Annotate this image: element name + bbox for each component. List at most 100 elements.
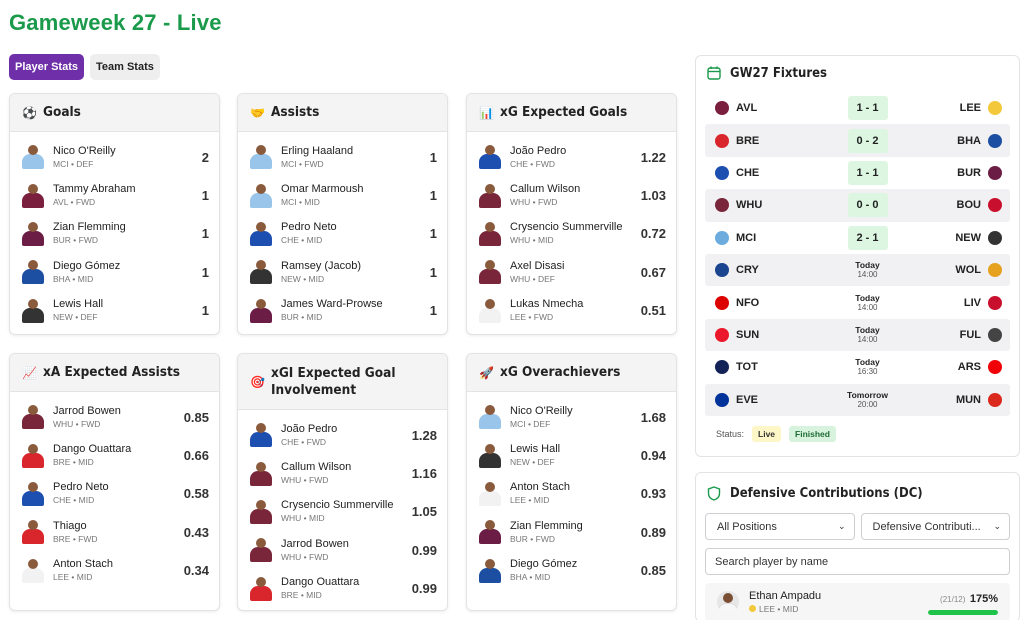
fixture-row[interactable]: TOT Today 16:30 ARS [705,351,1010,383]
rocket-icon: 🚀 [479,365,494,380]
avatar [22,260,44,285]
defensive-contributions-panel: Defensive Contributions (DC) All Positio… [695,472,1020,620]
fixture-row[interactable]: WHU 0 - 0 BOU [705,189,1010,222]
player-name: Callum Wilson [281,461,352,474]
avatar [250,221,272,246]
fixtures-title: GW27 Fixtures [730,65,828,81]
player-row[interactable]: Nico O'Reilly MCI • DEF 2 [10,138,219,176]
metric-select[interactable]: Defensive Contributi... ⌄ [860,513,1010,540]
player-value: 1.05 [411,504,437,520]
avatar [22,405,44,430]
fixture-time: 20:00 [857,399,878,409]
player-row[interactable]: Nico O'Reilly MCI • DEF 1.68 [467,398,676,436]
player-meta: CHE • MID [281,235,323,246]
status-legend: Status: Live Finished [696,416,1019,442]
avatar [22,520,44,545]
avatar [479,520,501,545]
player-name: Jarrod Bowen [53,404,121,417]
player-row[interactable]: Thiago BRE • FWD 0.43 [10,513,219,551]
player-name: João Pedro [281,422,338,435]
player-row[interactable]: Lewis Hall NEW • DEF 1 [10,292,219,330]
player-search-input[interactable]: Search player by name [705,548,1010,575]
home-team: EVE [736,393,759,406]
player-row[interactable]: Callum Wilson WHU • FWD 1.03 [467,176,676,214]
avatar [250,145,272,170]
player-row[interactable]: Callum Wilson WHU • FWD 1.16 [238,454,447,492]
fixtures-panel: GW27 Fixtures AVL 1 - 1 LEE BRE 0 - 2 BHA CHE 1… [695,55,1020,457]
avatar [22,145,44,170]
player-row[interactable]: Zian Flemming BUR • FWD 0.89 [467,513,676,551]
player-row[interactable]: Dango Ouattara BRE • MID 0.99 [238,570,447,608]
player-row[interactable]: Jarrod Bowen WHU • FWD 0.99 [238,531,447,569]
card-title: xG Expected Goals [500,104,628,120]
fixture-row[interactable]: BRE 0 - 2 BHA [705,124,1010,157]
player-meta: NEW • MID [281,273,325,284]
player-meta: NEW • DEF [53,312,98,323]
card-title: xA Expected Assists [43,364,181,380]
avatar [479,260,501,285]
player-value: 0.99 [411,542,437,558]
away-team: BOU [956,199,981,212]
tab-team-stats[interactable]: Team Stats [89,54,160,80]
player-meta: MCI • MID [281,197,320,208]
player-meta: NEW • DEF [510,457,555,468]
player-row[interactable]: Axel Disasi WHU • DEF 0.67 [467,253,676,291]
handshake-icon: 🤝 [250,105,265,120]
player-row[interactable]: Lukas Nmecha LEE • FWD 0.51 [467,292,676,330]
player-name: Pedro Neto [281,221,337,234]
player-value: 2 [201,149,209,165]
card-title: Goals [43,104,81,120]
fixtures-list: AVL 1 - 1 LEE BRE 0 - 2 BHA CHE 1 - 1 BUR WHU 0 - … [696,90,1019,416]
overachievers-card: 🚀 xG Overachievers Nico O'Reilly MCI • DEF 1… [466,353,677,611]
fixture-day: Today [855,357,880,368]
tab-player-stats[interactable]: Player Stats [9,54,84,80]
player-row[interactable]: Crysencio Summerville WHU • MID 0.72 [467,215,676,253]
player-meta: BHA • MID [53,273,94,284]
player-row[interactable]: João Pedro CHE • FWD 1.28 [238,416,447,454]
fixture-row[interactable]: SUN Today 14:00 FUL [705,318,1010,352]
player-value: 1.28 [411,427,437,443]
player-row[interactable]: Crysencio Summerville WHU • MID 1.05 [238,493,447,531]
player-row[interactable]: Diego Gómez BHA • MID 0.85 [467,552,676,590]
player-row[interactable]: Diego Gómez BHA • MID 1 [10,253,219,291]
player-row[interactable]: Pedro Neto CHE • MID 1 [238,215,447,253]
player-row[interactable]: Tammy Abraham AVL • FWD 1 [10,176,219,214]
player-list: Nico O'Reilly MCI • DEF 1.68 Lewis Hall NEW … [467,392,676,590]
player-row[interactable]: Lewis Hall NEW • DEF 0.94 [467,436,676,474]
player-row[interactable]: Pedro Neto CHE • MID 0.58 [10,475,219,513]
away-crest-icon [988,230,1002,245]
fixture-row[interactable]: CHE 1 - 1 BUR [705,157,1010,189]
player-value: 0.85 [640,563,666,579]
player-row[interactable]: Anton Stach LEE • MID 0.93 [467,475,676,513]
player-row[interactable]: James Ward-Prowse BUR • MID 1 [238,292,447,330]
player-row[interactable]: Jarrod Bowen WHU • FWD 0.85 [10,398,219,436]
fixture-row[interactable]: EVE Tomorrow 20:00 MUN [705,383,1010,416]
avatar [250,183,272,208]
player-name: Lukas Nmecha [510,298,584,311]
fixture-row[interactable]: NFO Today 14:00 LIV [705,286,1010,318]
avatar [22,558,44,583]
player-meta: CHE • MID [53,495,95,506]
fixture-row[interactable]: MCI 2 - 1 NEW [705,222,1010,254]
player-row[interactable]: João Pedro CHE • FWD 1.22 [467,138,676,176]
avatar [250,499,272,524]
player-meta: AVL • FWD [53,197,96,208]
avatar [479,481,501,506]
fixture-row[interactable]: AVL 1 - 1 LEE [705,92,1010,124]
player-row[interactable]: Anton Stach LEE • MID 0.34 [10,552,219,590]
fixture-row[interactable]: CRY Today 14:00 WOL [705,253,1010,287]
dc-player-row[interactable]: Ethan Ampadu LEE • MID (21/12) 175% [705,583,1010,620]
player-row[interactable]: Dango Ouattara BRE • MID 0.66 [10,436,219,474]
away-team: ARS [957,361,981,374]
player-row[interactable]: Ramsey (Jacob) NEW • MID 1 [238,253,447,291]
player-row[interactable]: Erling Haaland MCI • FWD 1 [238,138,447,176]
away-crest-icon [988,101,1002,116]
player-row[interactable]: Omar Marmoush MCI • MID 1 [238,176,447,214]
avatar [22,481,44,506]
player-name: Tammy Abraham [53,183,136,196]
assists-card: 🤝 Assists Erling Haaland MCI • FWD 1 Omar Mar… [237,93,448,335]
position-select[interactable]: All Positions ⌄ [705,513,855,540]
player-row[interactable]: Zian Flemming BUR • FWD 1 [10,215,219,253]
avatar [250,461,272,486]
finished-badge: Finished [789,425,836,442]
